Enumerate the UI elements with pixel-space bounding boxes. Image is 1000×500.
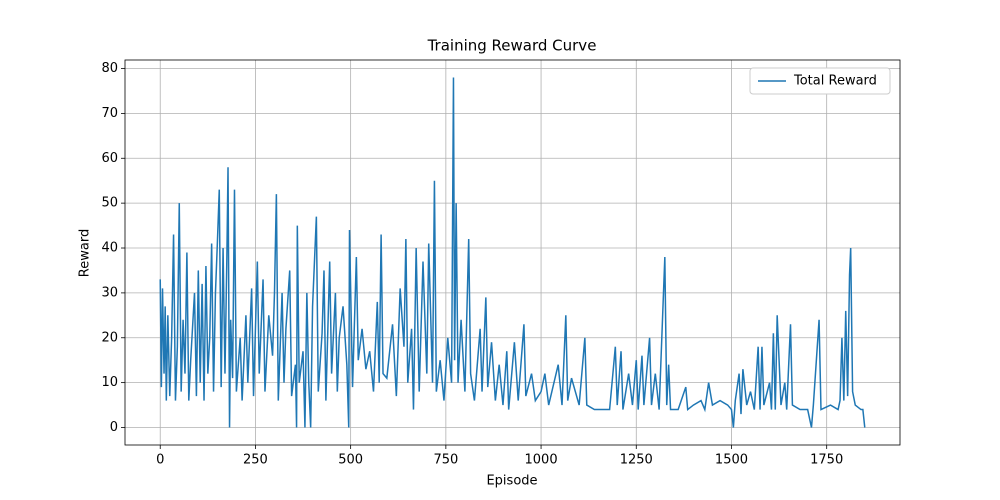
y-tick-label: 60: [101, 151, 118, 166]
x-tick-label: 750: [433, 453, 458, 468]
x-tick-label: 250: [243, 453, 268, 468]
y-tick-label: 0: [110, 420, 118, 435]
y-tick-label: 10: [101, 375, 118, 390]
legend-label: Total Reward: [793, 74, 877, 89]
x-axis-label: Episode: [486, 474, 537, 489]
y-tick-label: 80: [101, 61, 118, 76]
y-tick-label: 70: [101, 106, 118, 121]
legend-box: [749, 67, 891, 95]
y-tick-label: 30: [101, 285, 118, 300]
x-tick-label: 500: [338, 453, 363, 468]
chart-title: Training Reward Curve: [427, 37, 597, 55]
axes-frame: [124, 59, 901, 446]
x-tick-label: 1500: [715, 453, 748, 468]
y-axis-label: Reward: [78, 229, 93, 277]
y-tick-label: 40: [101, 241, 118, 256]
x-tick-label: 1000: [525, 453, 558, 468]
data-line: [159, 77, 866, 428]
x-tick-label: 0: [156, 453, 164, 468]
x-tick-label: 1750: [810, 453, 843, 468]
y-tick-label: 50: [101, 196, 118, 211]
x-tick-label: 1250: [620, 453, 653, 468]
y-tick-label: 20: [101, 330, 118, 345]
